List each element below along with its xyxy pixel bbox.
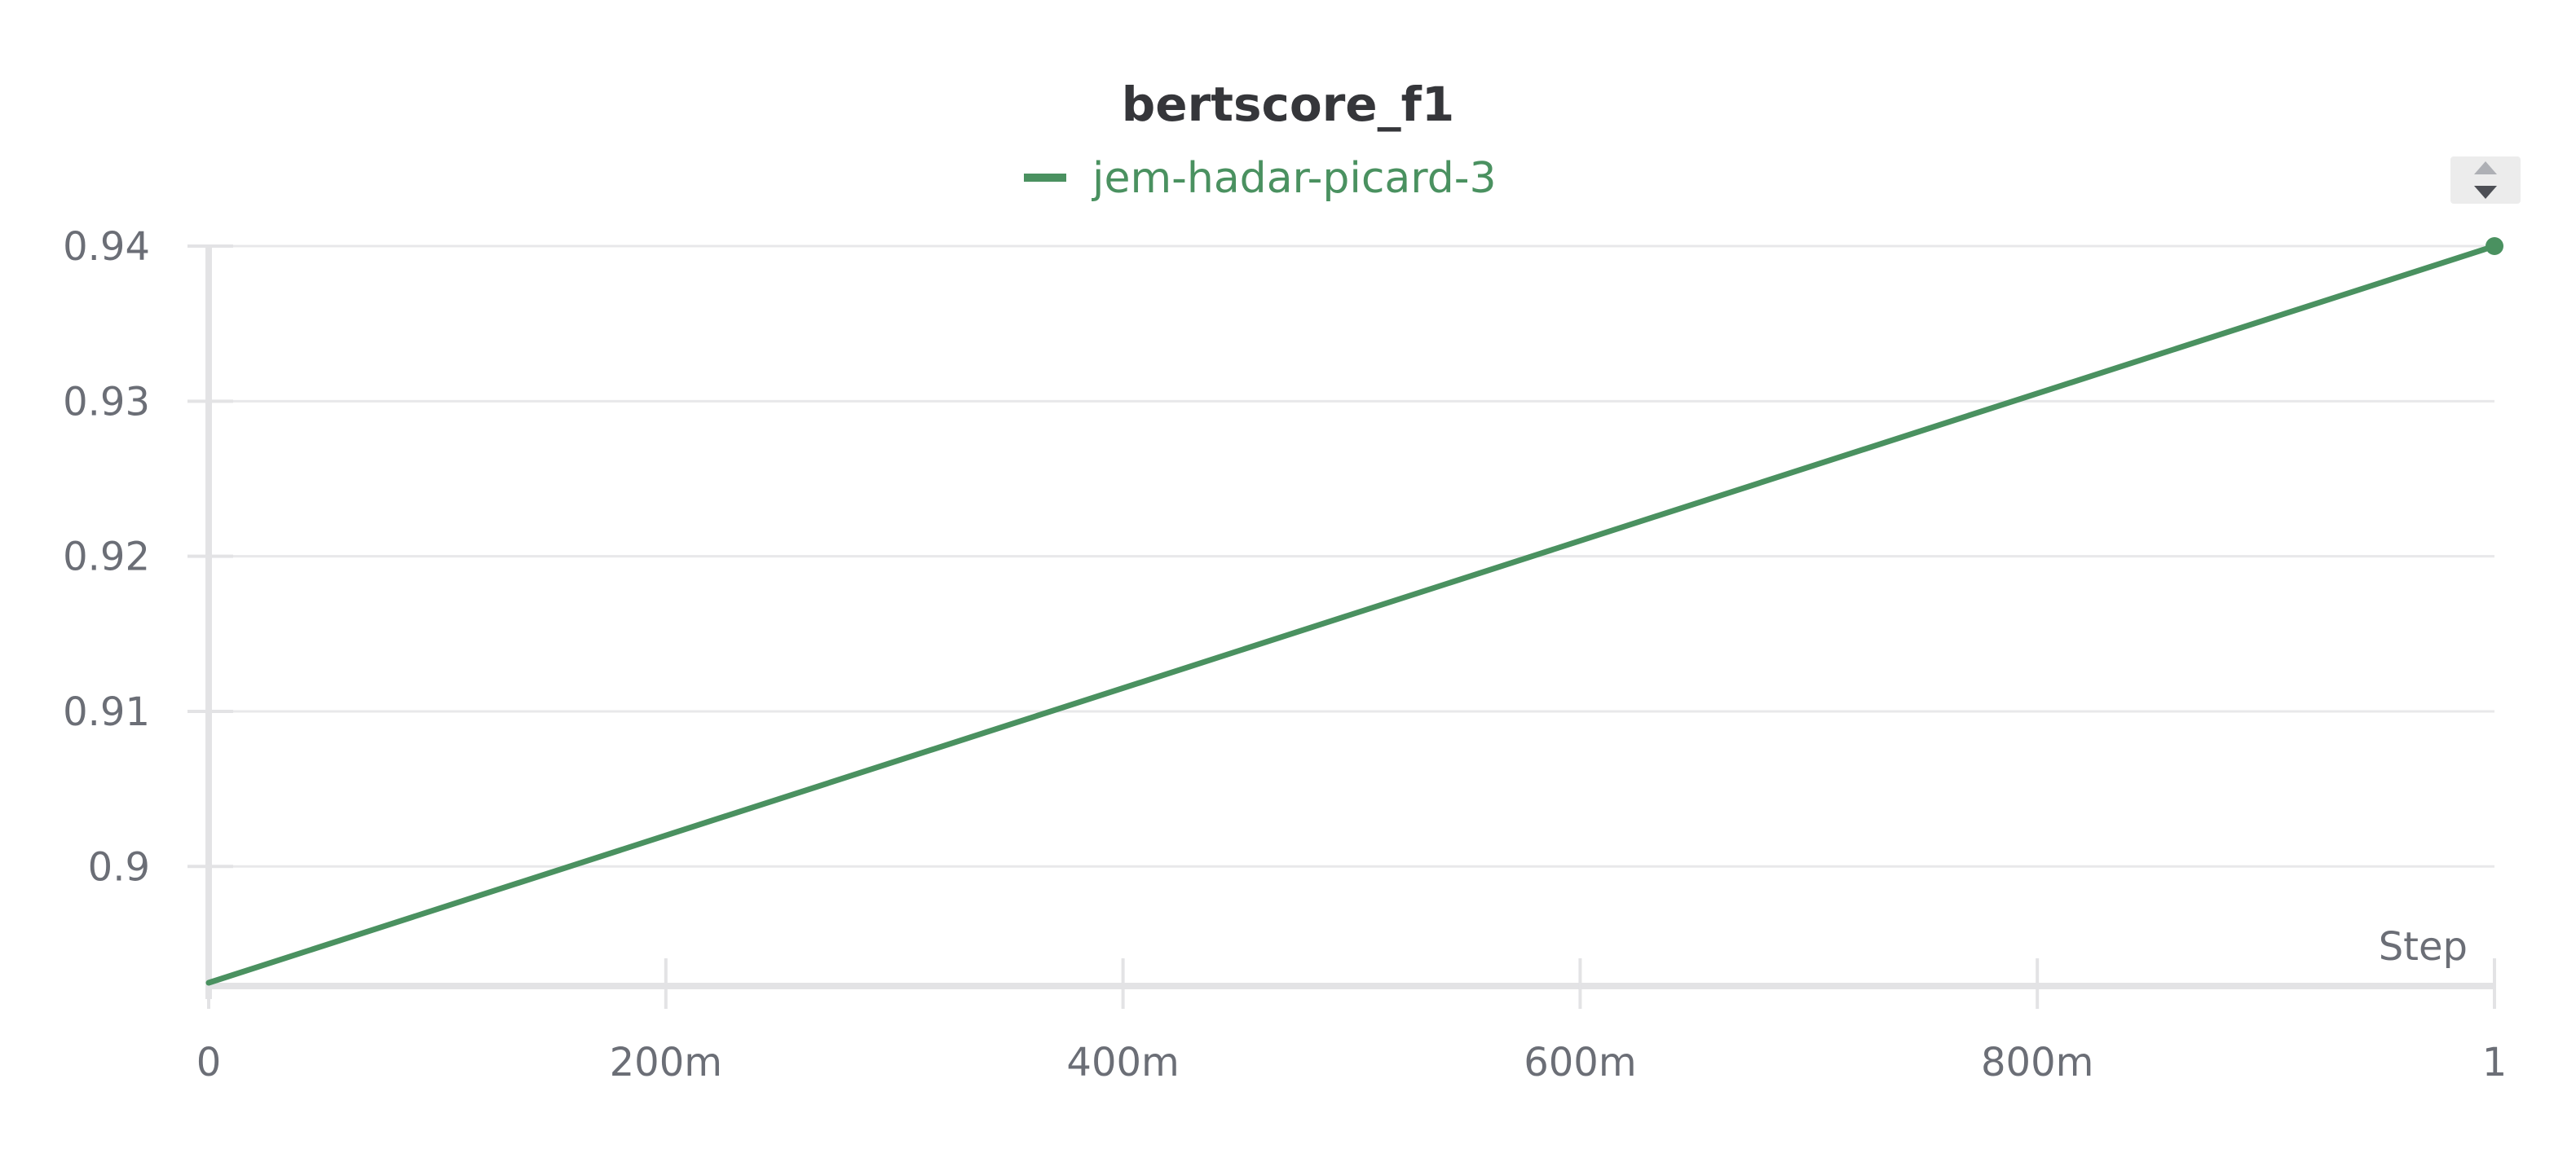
sort-updown-icon — [2474, 161, 2497, 199]
series-line-jem-hadar-picard-3[interactable] — [205, 243, 2498, 986]
x-tick-label: 1 — [2482, 1040, 2508, 1085]
axis-layer — [205, 246, 2494, 999]
x-axis-title: Step — [2379, 924, 2468, 970]
legend[interactable]: jem-hadar-picard-3 — [1024, 154, 1497, 203]
y-tick-label: 0.94 — [63, 224, 150, 270]
chart-title: bertscore_f1 — [1122, 77, 1454, 132]
x-tick-label: 600m — [1524, 1040, 1636, 1085]
tick-layer: 0.9 0.91 0.92 0.93 0.94 0 200m 400m 600m 800m 1 — [63, 224, 2507, 1085]
y-tick-label: 0.91 — [63, 689, 150, 735]
x-tick-label: 400m — [1066, 1040, 1179, 1085]
sort-control-background — [2450, 156, 2521, 204]
x-tick-label: 800m — [1981, 1040, 2093, 1085]
sort-control-button[interactable] — [2450, 156, 2521, 204]
grid-layer — [209, 244, 2494, 868]
y-tick-label: 0.92 — [63, 535, 150, 580]
y-tick-label: 0.9 — [88, 844, 150, 890]
x-tick-label: 0 — [196, 1040, 222, 1085]
legend-label-jem-hadar-picard-3: jem-hadar-picard-3 — [1092, 154, 1497, 203]
series-layer — [205, 237, 2503, 986]
y-tick-label: 0.93 — [63, 379, 150, 425]
series-endpoint-marker[interactable] — [2486, 237, 2503, 255]
x-tick-label: 200m — [610, 1040, 722, 1085]
